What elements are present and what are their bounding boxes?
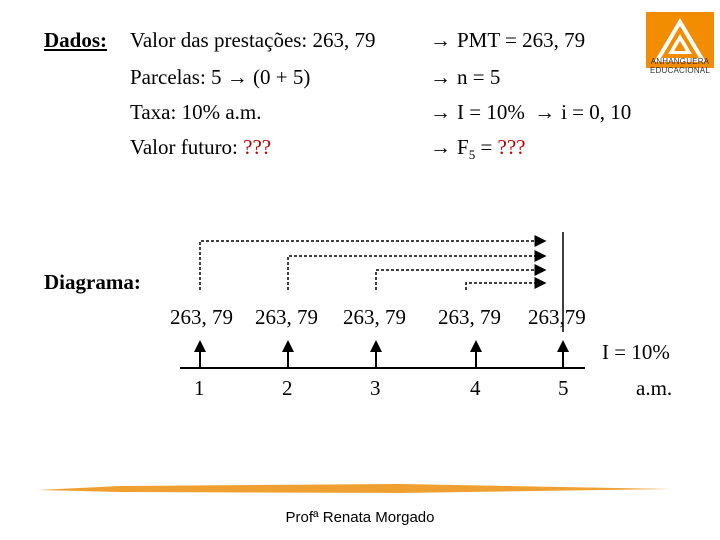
arrow-up-icon [470,340,482,352]
formula-f5: → F5 = ??? [430,135,526,163]
payment-5: 263,79 [528,305,586,329]
taxa: Taxa: 10% a.m. [130,100,262,124]
payment-4: 263, 79 [438,305,501,329]
parcelas-label: Parcelas: 5 [130,65,227,89]
cash-flow-diagram [180,232,585,369]
n-text: n = 5 [457,65,501,89]
formula-i: → I = 10% → i = 0, 10 [430,102,631,123]
payment-1: 263, 79 [170,305,233,329]
rate-unit: a.m. [636,376,673,400]
parcelas: Parcelas: 5 → (0 + 5) [130,67,310,88]
arrow-right-icon: → [430,28,451,52]
valor-futuro-unknown: ??? [243,135,272,159]
valor-futuro: Valor futuro: ??? [130,137,271,158]
transfer-line-2 [287,250,547,290]
period-2: 2 [282,376,293,400]
period-5: 5 [558,376,569,400]
period-1: 1 [194,376,205,400]
arrow-right-icon: → [534,100,556,124]
footer-author: Profª Renata Morgado [285,509,435,526]
anhanguera-logo [646,12,714,68]
i-dec-text: i = 0, 10 [561,100,632,124]
logo-triangle-core [674,41,686,51]
dados-heading: Dados: [44,28,108,52]
arrow-up-icon [282,340,294,352]
footer-bar [38,484,672,493]
period-3: 3 [370,376,381,400]
parcelas-value: (0 + 5) [247,65,311,89]
arrow-up-icon [194,340,206,352]
f5-rest: = ??? [475,135,525,159]
arrow-up-icon [370,340,382,352]
transfer-line-3 [375,264,547,290]
period-4: 4 [470,376,481,400]
f5-subscript: 5 [468,147,476,163]
arrow-right-icon: → [226,65,248,89]
formula-n: → n = 5 [430,67,500,88]
transfer-line-1 [199,235,547,290]
footer-swoosh [38,484,672,493]
formula-pmt: → PMT = 263, 79 [430,30,585,51]
arrow-up-icon [557,340,569,352]
payment-3: 263, 79 [343,305,406,329]
arrow-right-icon: → [430,65,451,89]
rate-label: I = 10% [602,340,670,364]
payment-arrows [194,340,569,368]
f5-equals: = ??? [480,135,526,159]
f5-unknown: ??? [497,135,526,159]
transfer-lines [199,232,564,332]
i-pct-text: I = 10% [457,100,525,124]
f5-letter: F [457,135,469,159]
valor-prestacoes: Valor das prestações: 263, 79 [130,28,376,52]
diagrama-label: Diagrama: [44,270,141,294]
transfer-line-4 [465,277,547,290]
arrow-right-icon: → [430,135,451,159]
pmt-text: PMT = 263, 79 [457,28,586,52]
arrow-right-icon: → [430,100,451,124]
logo-text-educacional: EDUCACIONAL [650,66,710,75]
valor-futuro-label: Valor futuro: [130,135,244,159]
logo-text-anhanguera: ANHANGUERA [650,57,710,66]
payment-2: 263, 79 [255,305,318,329]
